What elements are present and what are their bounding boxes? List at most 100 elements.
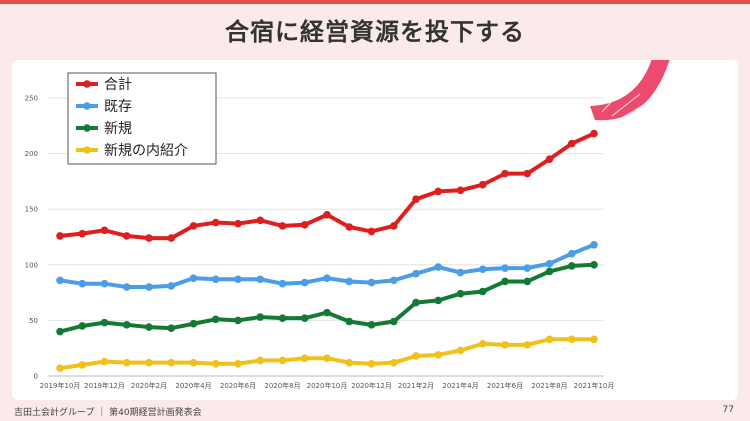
data-point [56,364,64,373]
data-point [389,222,398,230]
data-point [590,129,598,138]
data-point [189,274,198,282]
data-point [545,335,554,344]
y-axis-ticks: 0 50 100 150 200 250 [25,95,38,381]
data-point [278,279,287,288]
data-point [501,169,509,178]
data-point [412,352,420,360]
data-point [122,321,131,329]
data-point [323,274,331,282]
chart-panel: 0 50 100 150 200 250 2019年10月 2019年12月 2020年2月 2… [12,60,738,400]
data-point [590,261,598,269]
growth-arrow-icon [590,60,670,121]
data-point [478,180,487,189]
data-point [234,359,242,368]
data-point [434,351,443,359]
x-tick-label: 2021年4月 [442,381,478,390]
data-point [567,262,576,270]
data-point [189,222,198,230]
data-point [122,232,131,240]
series-line [58,337,596,371]
x-tick-label: 2021年10月 [574,381,615,390]
series-0 [56,129,598,242]
data-point [434,263,443,271]
data-point [523,169,532,178]
data-point [189,319,198,328]
data-point [523,341,532,349]
x-tick-label: 2021年8月 [531,381,567,390]
data-point [145,358,153,367]
data-point [367,321,376,329]
data-point [323,308,331,317]
series-lines [56,129,598,373]
slide-title: 合宿に経営資源を投下する [225,18,525,46]
legend-marker [83,146,91,154]
arrow-streak [611,93,641,117]
data-point [345,358,354,367]
x-tick-label: 2020年10月 [307,381,348,390]
y-tick-label: 150 [25,206,38,214]
data-point [256,216,265,225]
data-point [211,359,220,368]
data-point [434,296,443,305]
data-point [78,229,87,238]
page-number: 77 [722,405,734,415]
legend-label: 新規の内紹介 [104,143,188,159]
legend-label: 新規 [104,121,132,137]
data-point [56,232,64,240]
data-point [300,314,309,322]
data-point [100,226,109,235]
data-point [367,227,376,236]
data-point [234,316,242,325]
y-tick-label: 200 [25,150,38,158]
data-point [456,186,465,195]
x-axis-ticks: 2019年10月 2019年12月 2020年2月 2020年4月 2020年6月 202… [40,381,615,390]
data-point [100,318,109,327]
data-point [167,324,176,332]
x-tick-label: 2020年4月 [175,381,211,390]
data-point [434,187,443,196]
data-point [100,279,109,288]
legend-marker [83,124,91,132]
data-point [78,279,87,288]
series-3 [56,335,598,373]
top-accent-bar [0,0,750,4]
data-point [567,249,576,258]
data-point [590,335,598,344]
data-point [256,356,265,365]
x-tick-label: 2020年8月 [264,381,300,390]
data-point [300,278,309,287]
data-point [456,268,465,277]
data-point [145,234,153,242]
data-point [456,346,465,355]
data-point [478,265,487,274]
data-point [545,267,554,276]
data-point [501,341,509,349]
data-point [145,323,153,331]
legend-marker [83,102,91,110]
data-point [145,283,153,291]
data-point [345,277,354,286]
data-point [122,358,131,367]
data-point [345,317,354,326]
data-point [56,276,64,285]
data-point [100,357,109,366]
data-point [300,354,309,363]
series-1 [56,240,598,291]
data-point [501,277,509,286]
data-point [389,317,398,326]
data-point [523,277,532,286]
data-point [278,222,287,230]
data-point [300,220,309,229]
data-point [211,315,220,324]
data-point [167,234,176,242]
x-tick-label: 2020年6月 [220,381,256,390]
data-point [211,275,220,284]
data-point [367,359,376,368]
data-point [478,287,487,296]
legend-label: 合計 [104,77,132,93]
data-point [545,259,554,268]
footer-text: 吉田土会計グループ ｜ 第40期経営計画発表会 [14,408,202,418]
